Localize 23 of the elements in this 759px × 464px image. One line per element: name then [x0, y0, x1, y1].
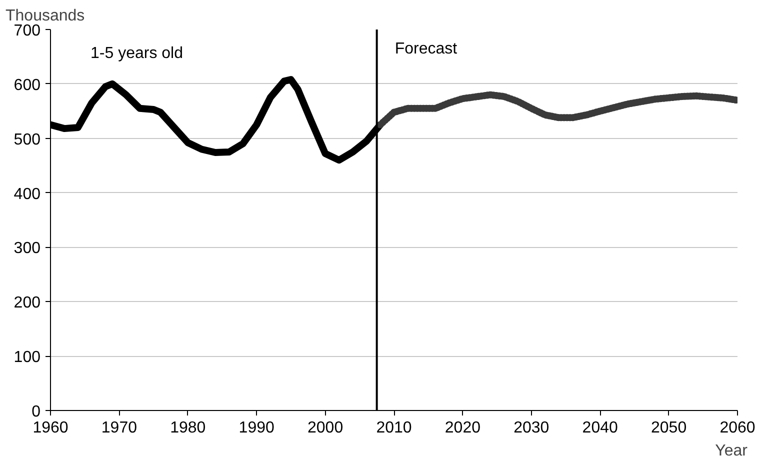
x-tick-label: 2020 [444, 420, 481, 436]
y-tick-label: 600 [14, 76, 41, 94]
x-tick-label: 2060 [720, 420, 756, 436]
x-axis-title: Year [715, 442, 748, 460]
x-tick-label: 1980 [170, 420, 206, 436]
y-tick-label: 400 [14, 186, 41, 203]
y-tick-label: 500 [14, 131, 41, 148]
x-tick-label: 1990 [238, 420, 274, 436]
x-tick-label: 1960 [32, 420, 68, 436]
x-tick-label: 2000 [308, 420, 344, 436]
x-tick-label: 2010 [376, 420, 412, 436]
y-axis-title: Thousands [6, 8, 85, 24]
y-tick-label: 200 [14, 294, 41, 312]
x-tick-label: 2050 [651, 420, 687, 436]
y-tick-label: 100 [14, 349, 41, 366]
ref-line-label: Forecast [394, 40, 458, 58]
x-tick-label: 2030 [514, 420, 550, 436]
x-tick-label: 2040 [582, 420, 618, 436]
y-tick-label: 300 [14, 240, 41, 258]
series-label: 1-5 years old [90, 44, 183, 62]
y-tick-label: 0 [32, 404, 41, 420]
x-tick-label: 1970 [101, 420, 138, 436]
y-tick-label: 700 [14, 22, 41, 40]
